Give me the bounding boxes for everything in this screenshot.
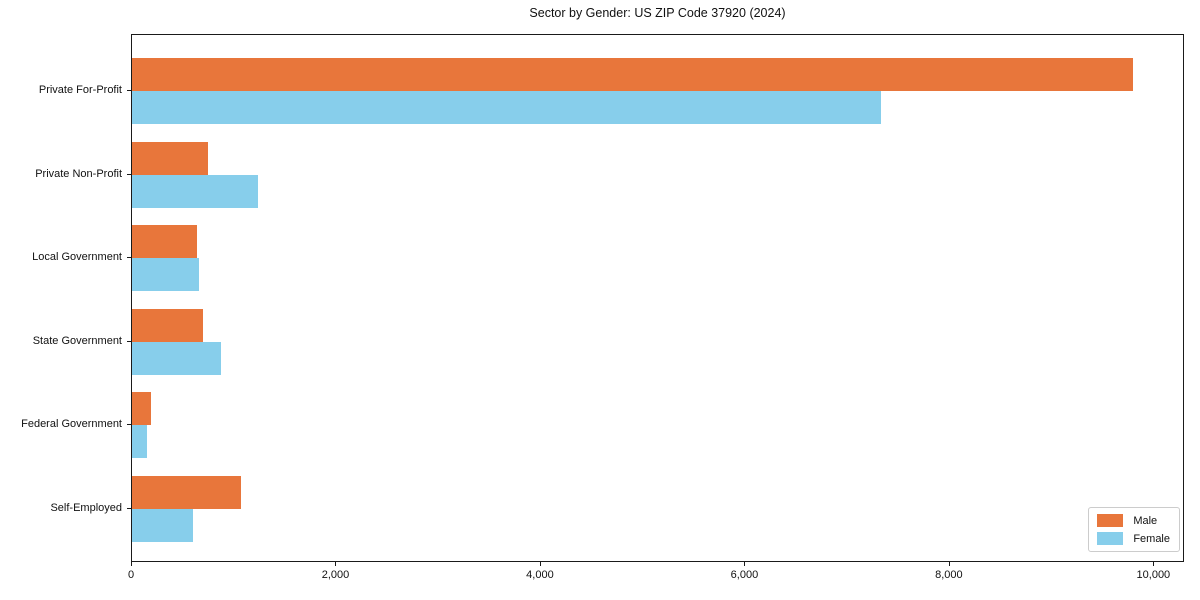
bar-female-1 [132,91,882,124]
plot-area: Male Female [131,34,1184,562]
bar-female-2 [132,174,259,208]
y-axis: Private For-Profit Private Non-Profit Loca… [0,34,131,562]
y-tick-mark [127,90,131,91]
x-tick-label: 2,000 [321,569,350,581]
y-tick-mark [127,508,131,509]
x-tick-mark [1153,562,1155,566]
y-tick-label: Private For-Profit [38,84,122,96]
bar-female-6 [132,509,193,542]
bar-male-5 [132,392,151,426]
x-tick-label: 8,000 [935,569,963,581]
bar-male-1 [132,58,1133,91]
y-tick-mark [127,340,131,342]
y-tick-mark [127,257,131,259]
bar-female-3 [132,258,199,292]
female-series-swatch [1097,532,1124,545]
y-tick-mark [127,424,131,426]
legend-item-female: Female [1097,532,1170,545]
x-tick-label: 0 [127,569,135,581]
x-tick-mark [131,562,132,566]
y-tick-label: State Government [32,334,122,347]
x-tick-label: 6,000 [730,569,759,581]
x-tick-mark [948,562,950,566]
chart-title: Sector by Gender: US ZIP Code 37920 (202… [529,6,786,20]
x-tick-mark [744,562,746,566]
x-tick-mark [335,562,337,566]
legend-label-male: Male [1133,514,1158,527]
x-tick-label: 4,000 [526,569,554,581]
y-tick-label: Private Non-Profit [35,167,122,180]
bar-male-4 [132,308,204,342]
bar-male-6 [132,476,241,509]
legend: Male Female [1088,507,1180,552]
x-tick-mark [539,562,541,566]
bar-male-2 [132,141,209,175]
y-tick-label: Local Government [32,251,122,264]
bar-female-4 [132,341,221,375]
y-tick-label: Self-Employed [50,502,122,514]
y-tick-mark [127,173,131,175]
bar-male-3 [132,225,198,259]
x-tick-label: 10,000 [1136,569,1171,581]
y-tick-label: Federal Government [21,418,122,431]
x-axis: 0 2,000 4,000 6,000 8,000 10,000 [128,562,1184,592]
bar-female-5 [132,425,148,459]
male-series-swatch [1097,514,1124,527]
legend-label-female: Female [1133,532,1170,545]
legend-item-male: Male [1097,514,1170,527]
